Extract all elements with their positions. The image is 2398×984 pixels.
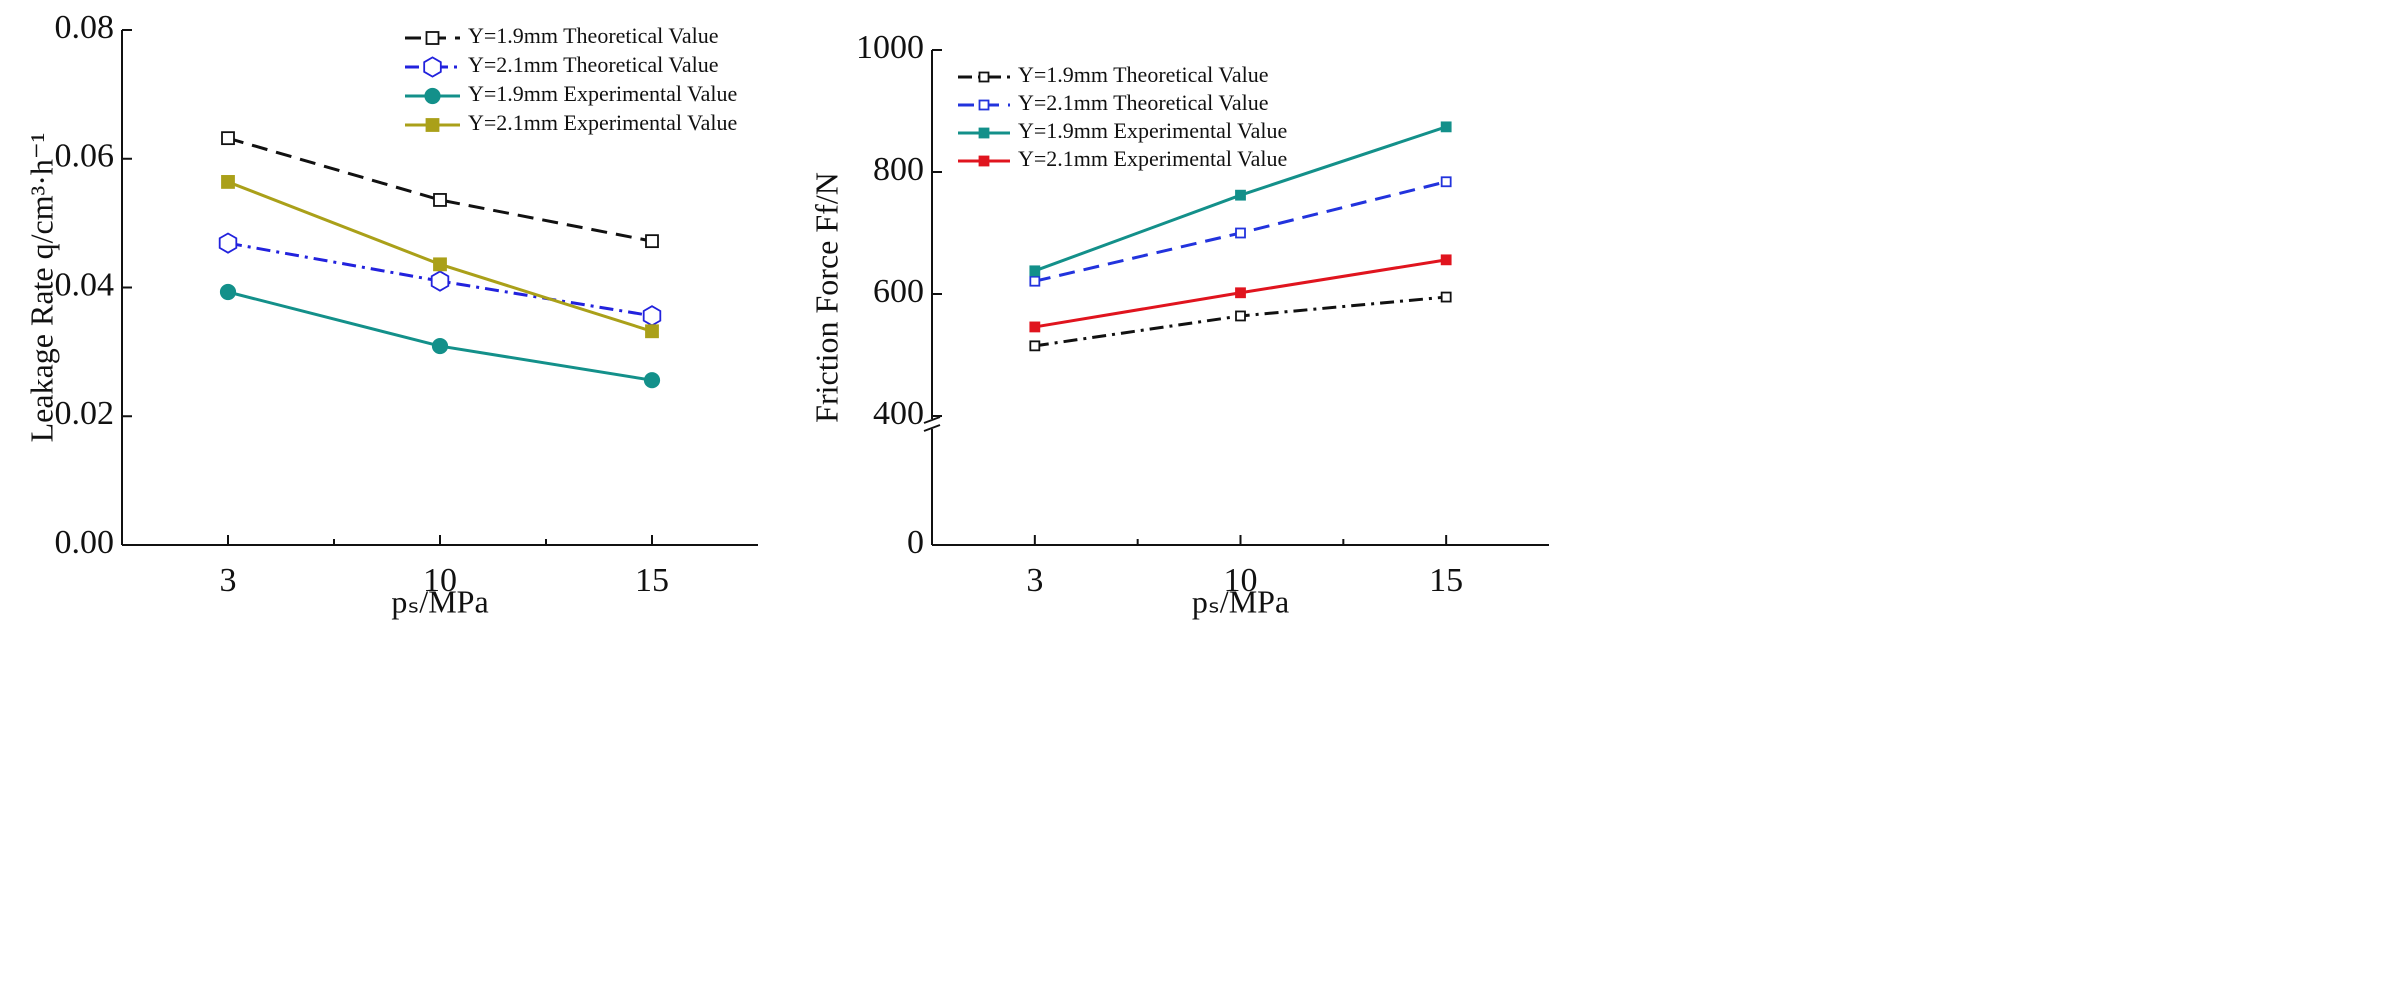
- y-tick-label: 0.00: [55, 524, 115, 561]
- marker: [433, 193, 447, 207]
- y-tick-label: 0.06: [55, 138, 115, 175]
- legend-label: Y=2.1mm Experimental Value: [1018, 146, 1287, 171]
- marker: [431, 337, 449, 355]
- y-tick-label: 1000: [856, 29, 924, 66]
- marker: [1029, 265, 1041, 277]
- legend-label: Y=2.1mm Experimental Value: [468, 110, 737, 135]
- marker: [219, 283, 237, 301]
- marker: [643, 372, 661, 389]
- y-tick-label: 0: [907, 524, 924, 561]
- legend-label: Y=1.9mm Theoretical Value: [468, 23, 718, 48]
- y-tick-label: 800: [873, 151, 924, 188]
- legend-label: Y=1.9mm Theoretical Value: [1018, 62, 1268, 87]
- series-line: [1034, 295, 1447, 348]
- marker: [1029, 340, 1041, 352]
- legend-marker: [978, 127, 990, 139]
- y-tick-label: 0.08: [55, 9, 115, 46]
- marker: [1235, 287, 1246, 299]
- marker: [221, 131, 235, 146]
- marker: [645, 324, 659, 339]
- marker: [1440, 176, 1452, 188]
- marker: [218, 232, 238, 254]
- x-tick-label: 10: [1224, 562, 1258, 599]
- y-axis-label: Leakage Rate q/cm³·h⁻¹: [23, 133, 59, 443]
- legend-marker: [978, 99, 990, 111]
- marker: [1440, 291, 1452, 303]
- marker: [433, 257, 447, 272]
- axis-break: [923, 416, 941, 424]
- legend-marker: [425, 118, 440, 132]
- x-tick-label: 3: [1026, 562, 1043, 599]
- marker: [645, 234, 659, 249]
- axis-break: [923, 424, 941, 432]
- marker: [642, 305, 662, 327]
- legend-label: Y=2.1mm Theoretical Value: [1018, 90, 1268, 115]
- marker: [1440, 254, 1452, 266]
- y-tick-label: 600: [873, 273, 924, 310]
- x-tick-label: 3: [220, 562, 237, 599]
- marker: [1440, 121, 1452, 133]
- series-line: [227, 136, 653, 243]
- axis-break-gap: [924, 419, 940, 429]
- marker: [1029, 321, 1041, 333]
- legend-marker: [978, 71, 990, 83]
- legend-marker: [423, 56, 442, 78]
- y-tick-label: 0.02: [55, 395, 115, 432]
- marker: [1235, 310, 1246, 322]
- legend-marker: [424, 87, 441, 105]
- marker: [221, 175, 235, 189]
- legend-marker: [425, 31, 440, 45]
- x-tick-label: 10: [423, 562, 457, 599]
- x-axis-label: pₛ/MPa: [391, 583, 488, 619]
- legend-marker: [978, 155, 990, 167]
- marker: [1029, 275, 1041, 287]
- legend-label: Y=1.9mm Experimental Value: [468, 81, 737, 106]
- legend-label: Y=1.9mm Experimental Value: [1018, 118, 1287, 143]
- marker: [1235, 189, 1246, 201]
- marker: [430, 270, 450, 292]
- legend-label: Y=2.1mm Theoretical Value: [468, 52, 718, 77]
- y-tick-label: 400: [873, 395, 924, 432]
- y-axis-label: Friction Force Ff/N: [808, 172, 844, 423]
- series-line: [227, 290, 653, 382]
- y-tick-label: 0.04: [55, 266, 115, 303]
- x-axis-label: pₛ/MPa: [1192, 583, 1289, 619]
- x-tick-label: 15: [1429, 562, 1463, 599]
- x-tick-label: 15: [635, 562, 669, 599]
- marker: [1235, 227, 1246, 239]
